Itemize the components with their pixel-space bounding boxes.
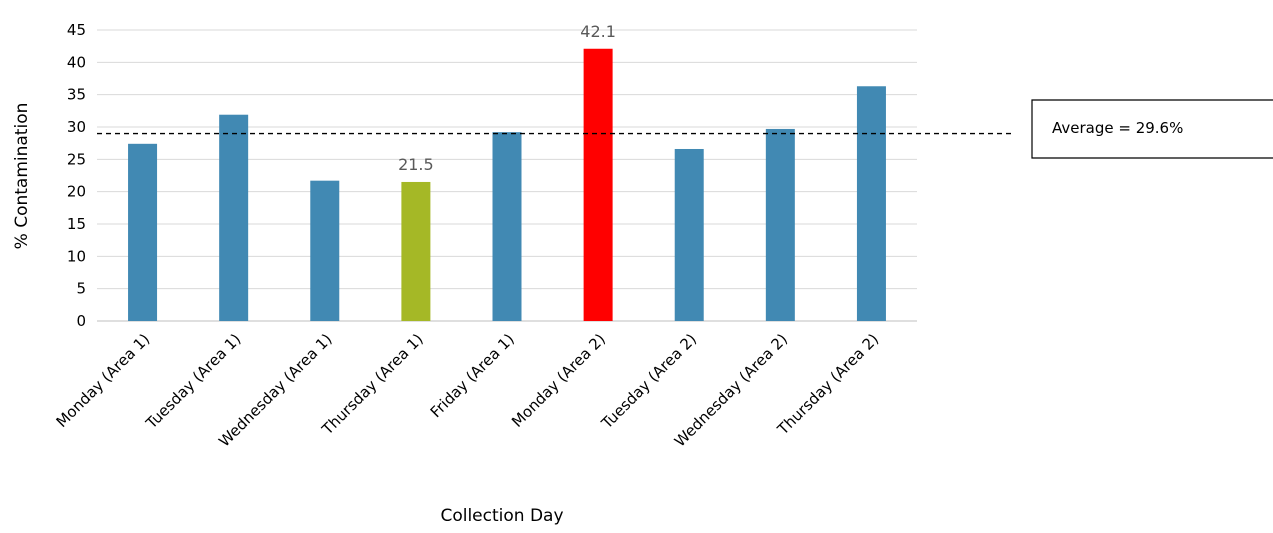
x-axis-title: Collection Day [440, 506, 563, 526]
bar [128, 143, 158, 321]
y-tick-label: 40 [67, 53, 86, 71]
bar [856, 86, 886, 321]
average-callout-box [1031, 99, 1273, 159]
bar [674, 148, 704, 321]
y-tick-label: 25 [67, 150, 86, 168]
x-axis-category-labels: Monday (Area 1)Tuesday (Area 1)Wednesday… [53, 330, 883, 450]
x-tick-label: Thursday (Area 1) [318, 330, 427, 439]
y-tick-label: 45 [67, 21, 86, 39]
average-label: Average = 29.6% [1052, 119, 1183, 137]
y-tick-label: 5 [76, 280, 86, 298]
bar [492, 132, 522, 321]
data-label: 42.1 [580, 22, 616, 41]
bar [401, 181, 431, 321]
x-tick-label: Monday (Area 2) [508, 330, 609, 431]
data-labels: 21.5 42.1 [398, 22, 616, 174]
x-tick-label: Monday (Area 1) [53, 330, 154, 431]
y-tick-label: 30 [67, 118, 86, 136]
y-tick-label: 15 [67, 215, 86, 233]
bar [583, 48, 613, 322]
y-axis-ticks: 0 5 10 15 20 25 30 35 40 45 [67, 21, 86, 330]
average-callout: Average = 29.6% [1031, 99, 1273, 159]
x-tick-label: Friday (Area 1) [427, 330, 518, 421]
bar [219, 114, 249, 321]
y-tick-label: 35 [67, 86, 86, 104]
bar [765, 128, 795, 321]
data-label: 21.5 [398, 155, 434, 174]
x-tick-label: Thursday (Area 2) [773, 330, 882, 439]
y-axis-title: % Contamination [12, 103, 32, 250]
y-tick-label: 20 [67, 183, 86, 201]
bars [128, 48, 886, 322]
x-tick-label: Tuesday (Area 1) [142, 330, 245, 433]
x-tick-label: Tuesday (Area 2) [597, 330, 700, 433]
y-tick-label: 0 [76, 312, 86, 330]
bar [310, 180, 340, 321]
y-tick-label: 10 [67, 247, 86, 265]
